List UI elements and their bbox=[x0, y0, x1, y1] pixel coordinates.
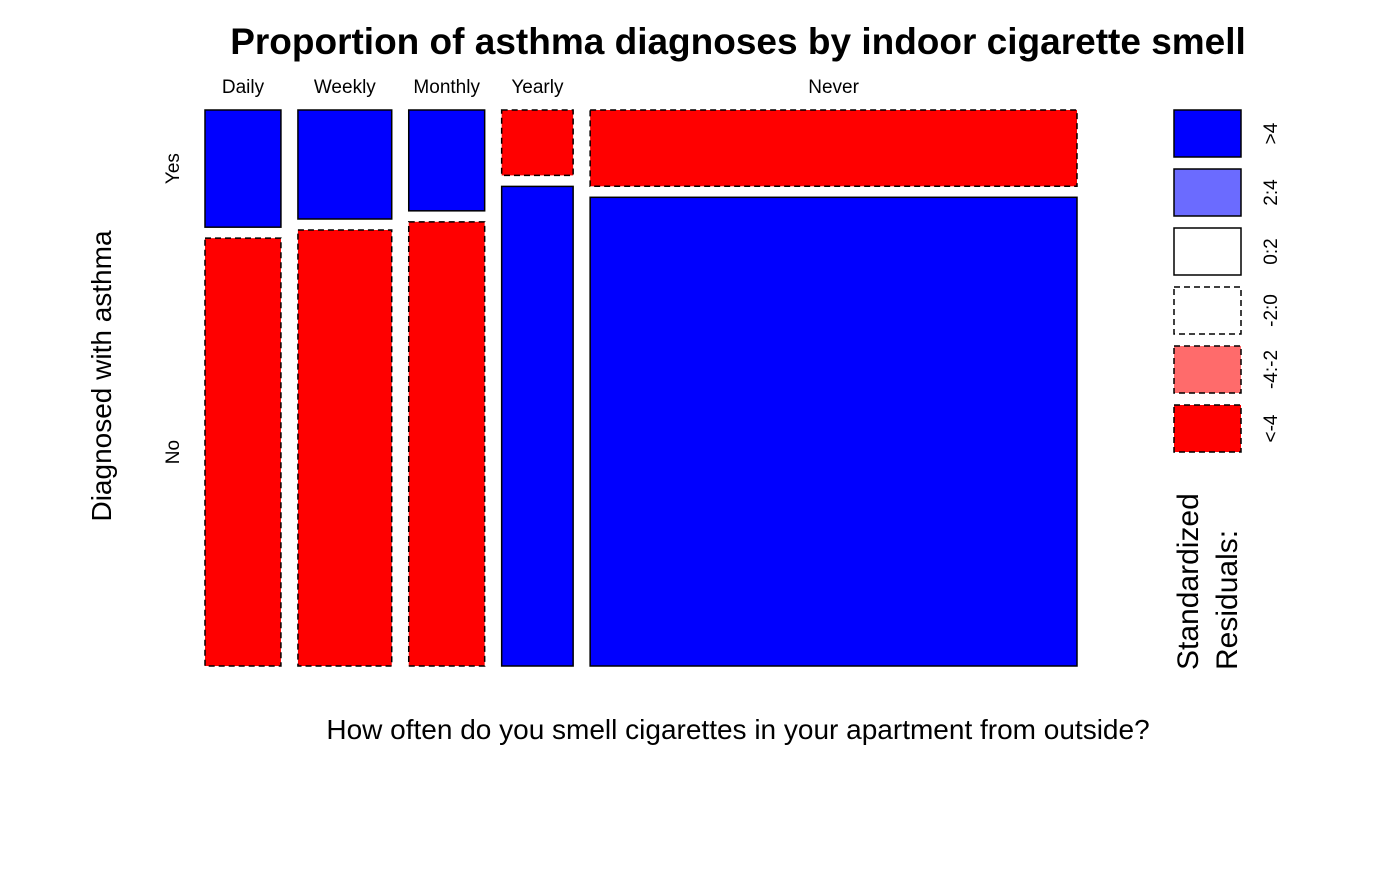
legend-swatch-6 bbox=[1173, 404, 1242, 453]
tile-never-yes bbox=[589, 109, 1078, 188]
x-category-label-yearly: Yearly bbox=[511, 77, 564, 98]
y-axis-label: Diagnosed with asthma bbox=[86, 230, 117, 521]
tile-monthly-yes bbox=[407, 109, 486, 212]
y-category-label-yes: Yes bbox=[163, 153, 184, 184]
tile-daily-yes bbox=[204, 109, 282, 228]
tile-never-no bbox=[589, 196, 1078, 667]
legend-label-3: 0:2 bbox=[1261, 238, 1282, 264]
legend-label-4: -2:0 bbox=[1261, 294, 1282, 327]
x-category-label-monthly: Monthly bbox=[413, 77, 480, 98]
legend-swatch-3 bbox=[1173, 227, 1242, 276]
tile-yearly-yes bbox=[500, 109, 574, 177]
x-axis-label: How often do you smell cigarettes in you… bbox=[326, 714, 1149, 745]
category-labels: Daily Weekly Monthly Yearly Never Yes No bbox=[163, 77, 860, 464]
tile-yearly-no bbox=[500, 185, 574, 667]
legend-swatch-4 bbox=[1173, 286, 1242, 335]
tile-daily-no bbox=[204, 237, 282, 667]
mosaic-tiles bbox=[204, 109, 1078, 667]
tile-monthly-no bbox=[407, 221, 486, 667]
legend-title-line-2: Residuals: bbox=[1211, 530, 1244, 670]
legend-swatch-5 bbox=[1173, 345, 1242, 394]
legend-label-5: -4:-2 bbox=[1261, 350, 1282, 389]
chart-title: Proportion of asthma diagnoses by indoor… bbox=[230, 21, 1246, 62]
y-category-label-no: No bbox=[163, 440, 184, 464]
legend-swatch-1 bbox=[1173, 109, 1242, 158]
tile-weekly-yes bbox=[297, 109, 393, 220]
x-category-label-weekly: Weekly bbox=[314, 77, 376, 98]
tile-weekly-no bbox=[297, 229, 393, 667]
legend-swatch-2 bbox=[1173, 168, 1242, 217]
legend-label-2: 2:4 bbox=[1261, 179, 1282, 206]
residuals-legend: >4 2:4 0:2 -2:0 -4:-2 <-4 Standardized Residual… bbox=[1172, 109, 1282, 670]
legend-label-6: <-4 bbox=[1261, 414, 1282, 442]
legend-title-line-1: Standardized bbox=[1172, 493, 1205, 670]
legend-label-1: >4 bbox=[1261, 122, 1282, 144]
x-category-label-daily: Daily bbox=[222, 77, 265, 98]
x-category-label-never: Never bbox=[808, 77, 859, 98]
